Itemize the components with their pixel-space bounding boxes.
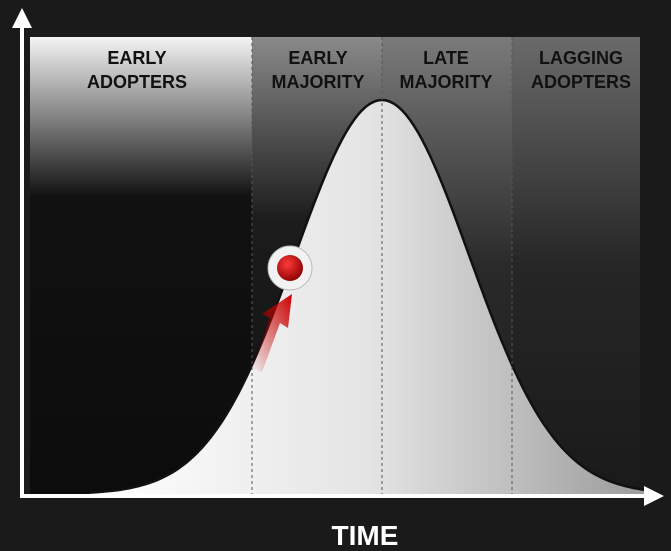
bell-curve — [89, 98, 651, 494]
marker-dot — [277, 255, 303, 281]
stage-label: EARLY — [288, 48, 347, 68]
stage-label: LATE — [423, 48, 469, 68]
stage-label: ADOPTERS — [531, 72, 631, 92]
bell-curve-fill — [90, 100, 650, 494]
stage-label: LAGGING — [539, 48, 623, 68]
panel — [30, 37, 252, 494]
stage-label: MAJORITY — [399, 72, 492, 92]
y-arrow — [12, 8, 32, 28]
dividers — [251, 37, 513, 494]
x-axis-label: TIME — [332, 520, 399, 551]
stage-label: ADOPTERS — [87, 72, 187, 92]
arrow — [252, 294, 292, 372]
x-arrow — [644, 486, 664, 506]
stage-label: EARLY — [107, 48, 166, 68]
axes — [12, 8, 664, 506]
stage-label: MAJORITY — [271, 72, 364, 92]
